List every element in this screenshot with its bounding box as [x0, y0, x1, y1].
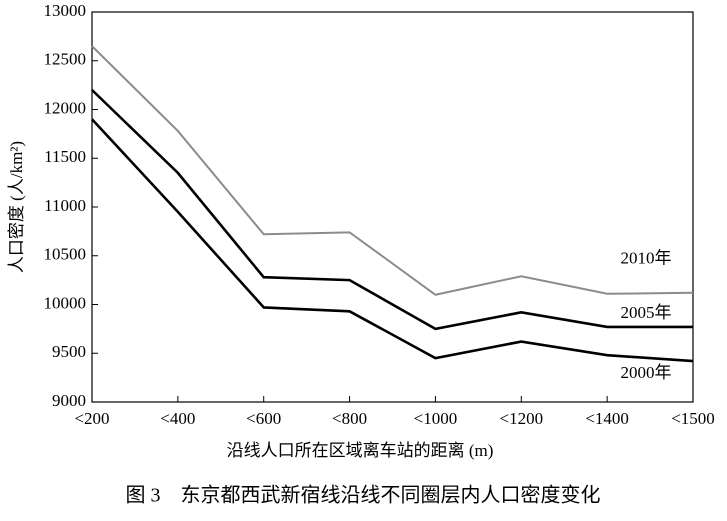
series-line [91, 89, 693, 331]
series-label: 2005年 [621, 303, 672, 322]
series-label: 2010年 [621, 249, 672, 268]
y-tick-label: 11000 [44, 196, 86, 215]
x-tick-label: <1000 [414, 409, 458, 428]
x-tick-label: <1400 [585, 409, 629, 428]
y-tick-label: 12000 [44, 98, 87, 117]
x-tick-label: <1200 [499, 409, 543, 428]
y-tick-label: 9500 [52, 342, 86, 361]
plot-frame [91, 11, 694, 403]
y-tick-label: 11500 [44, 147, 86, 166]
y-tick-label: 10500 [44, 245, 87, 264]
x-tick-label: <800 [332, 409, 367, 428]
x-axis-label: 沿线人口所在区域离车站的距离 (m) [227, 441, 494, 460]
x-tick-label: <200 [74, 409, 109, 428]
series-line [91, 118, 694, 363]
y-axis-label: 人口密度 (人/km²) [7, 141, 26, 273]
series-label: 2000年 [621, 363, 672, 382]
y-tick-label: 12500 [44, 50, 87, 69]
x-tick-label: <400 [160, 409, 195, 428]
y-tick-label: 9000 [52, 391, 86, 410]
y-tick-label: 10000 [44, 293, 87, 312]
chart-title: 图 3 东京都西武新宿线沿线不同圈层内人口密度变化 [126, 484, 601, 507]
y-tick-label: 13000 [44, 1, 87, 20]
x-tick-label: <1500 [671, 409, 715, 428]
series-line [91, 45, 694, 296]
x-tick-label: <600 [246, 409, 281, 428]
